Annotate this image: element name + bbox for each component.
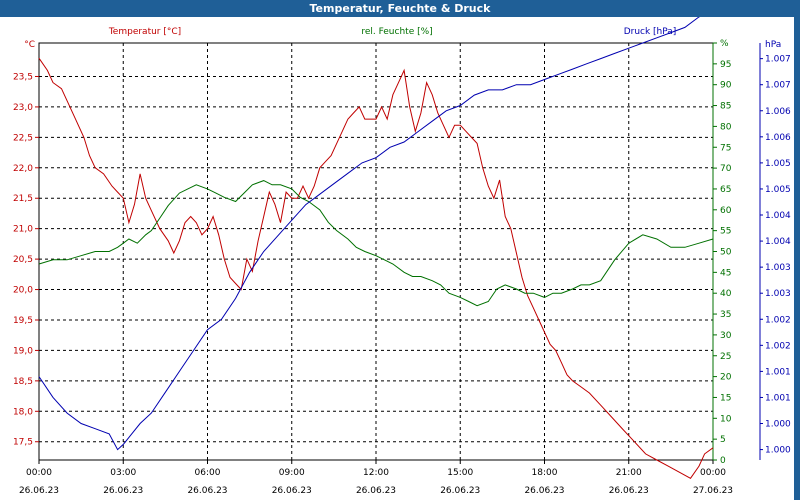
- pressure-axis-title: Druck [hPa]: [624, 27, 677, 37]
- temperature-tick-label: 21,0: [13, 225, 33, 235]
- humidity-tick-label: %: [720, 39, 729, 49]
- series-line-temperature: [38, 57, 714, 479]
- series-line-pressure: [38, 17, 701, 451]
- temperature-tick-label: 20,5: [13, 255, 33, 265]
- humidity-tick-label: 15: [720, 393, 731, 403]
- window-title: Temperatur, Feuchte & Druck: [0, 0, 800, 17]
- pressure-tick-label: 1.005: [765, 185, 791, 195]
- pressure-unit-label: hPa: [765, 40, 781, 50]
- series-layer: [38, 17, 714, 479]
- temperature-axis-title: Temperatur [°C]: [108, 27, 181, 37]
- x-tick-time-label: 00:00: [26, 468, 52, 478]
- pressure-tick-label: 1.003: [765, 289, 791, 299]
- pressure-tick-label: 1.007: [765, 55, 791, 65]
- x-axis: 00:00 26.06.23 03:00 26.06.23 06:00 26.06.23 0…: [19, 460, 733, 496]
- axis-labels: Temperatur [°C] rel. Feuchte [%] Druck [hP…: [108, 27, 676, 37]
- humidity-tick-label: 90: [720, 81, 732, 91]
- pressure-tick-label: 1.007: [765, 81, 791, 91]
- pressure-tick-label: 1.000: [765, 446, 791, 456]
- humidity-tick-label: 45: [720, 268, 731, 278]
- x-tick-time-label: 09:00: [279, 468, 305, 478]
- pressure-tick-label: 1.003: [765, 263, 791, 273]
- pressure-tick-label: 1.001: [765, 367, 791, 377]
- pressure-tick-label: 1.006: [765, 133, 791, 143]
- pressure-tick-label: 1.002: [765, 315, 791, 325]
- x-tick-time-label: 03:00: [110, 468, 136, 478]
- pressure-tick-label: 1.001: [765, 393, 791, 403]
- humidity-tick-label: 5: [720, 435, 726, 445]
- humidity-tick-label: 75: [720, 143, 731, 153]
- weather-line-chart: 00:00 26.06.23 03:00 26.06.23 06:00 26.06.23 0…: [13, 17, 791, 496]
- humidity-tick-label: 35: [720, 310, 731, 320]
- pressure-tick-label: 1.005: [765, 159, 791, 169]
- x-tick-date-label: 26.06.23: [440, 486, 480, 496]
- x-tick-date-label: 26.06.23: [272, 486, 312, 496]
- temperature-tick-label: 22,5: [13, 133, 33, 143]
- pressure-axis: 1.000 1.000 1.001 1.001 1.002 1.002 1.003 1.003…: [759, 40, 791, 460]
- temperature-unit-label: °C: [24, 40, 35, 50]
- humidity-tick-label: 40: [720, 289, 732, 299]
- temperature-tick-label: 23,0: [13, 103, 33, 113]
- x-tick-time-label: 06:00: [195, 468, 221, 478]
- temperature-tick-label: 18,5: [13, 377, 33, 387]
- humidity-tick-label: 60: [720, 206, 732, 216]
- humidity-tick-label: 95: [720, 60, 731, 70]
- humidity-tick-label: 85: [720, 102, 731, 112]
- x-tick-date-label: 27.06.23: [693, 486, 733, 496]
- pressure-tick-label: 1.002: [765, 341, 791, 351]
- pressure-tick-label: 1.004: [765, 211, 791, 221]
- x-tick-date-label: 26.06.23: [609, 486, 649, 496]
- x-tick-date-label: 26.06.23: [187, 486, 227, 496]
- temperature-tick-label: 20,0: [13, 286, 33, 296]
- series-line-humidity: [38, 180, 714, 307]
- x-tick-time-label: 18:00: [532, 468, 558, 478]
- x-tick-date-label: 26.06.23: [524, 486, 564, 496]
- temperature-tick-label: 23,5: [13, 72, 33, 82]
- humidity-tick-label: 50: [720, 248, 732, 258]
- humidity-tick-label: 55: [720, 227, 731, 237]
- humidity-axis-title: rel. Feuchte [%]: [361, 27, 432, 37]
- temperature-tick-label: 19,5: [13, 316, 33, 326]
- x-tick-time-label: 21:00: [616, 468, 642, 478]
- pressure-tick-label: 1.004: [765, 237, 791, 247]
- x-tick-time-label: 12:00: [363, 468, 389, 478]
- temperature-tick-label: 22,0: [13, 164, 33, 174]
- x-tick-date-label: 26.06.23: [19, 486, 59, 496]
- humidity-tick-label: 30: [720, 331, 732, 341]
- humidity-tick-label: 0: [720, 456, 726, 466]
- humidity-tick-label: 10: [720, 414, 732, 424]
- humidity-tick-label: 70: [720, 164, 732, 174]
- temperature-tick-label: 18,0: [13, 407, 33, 417]
- humidity-tick-label: 80: [720, 122, 732, 132]
- temperature-axis: 17,5 18,0 18,5 19,0 19,5 20,0 20,5 21,0 21,5 22,0…: [13, 40, 39, 448]
- humidity-tick-label: 25: [720, 352, 731, 362]
- pressure-tick-label: 1.006: [765, 107, 791, 117]
- window-right-border: [794, 17, 800, 500]
- pressure-tick-label: 1.000: [765, 420, 791, 430]
- humidity-axis: 0 5 10 15 20 25 30 35 40 45 50 55 60 65 70 75 80 85 90 95%: [712, 39, 732, 466]
- humidity-tick-label: 65: [720, 185, 731, 195]
- humidity-tick-label: 20: [720, 373, 732, 383]
- x-tick-date-label: 26.06.23: [103, 486, 143, 496]
- x-tick-time-label: 15:00: [447, 468, 473, 478]
- chart-grid: [38, 42, 714, 461]
- temperature-tick-label: 17,5: [13, 438, 33, 448]
- temperature-tick-label: 19,0: [13, 346, 33, 356]
- temperature-tick-label: 21,5: [13, 194, 33, 204]
- x-tick-time-label: 00:00: [700, 468, 726, 478]
- x-tick-date-label: 26.06.23: [356, 486, 396, 496]
